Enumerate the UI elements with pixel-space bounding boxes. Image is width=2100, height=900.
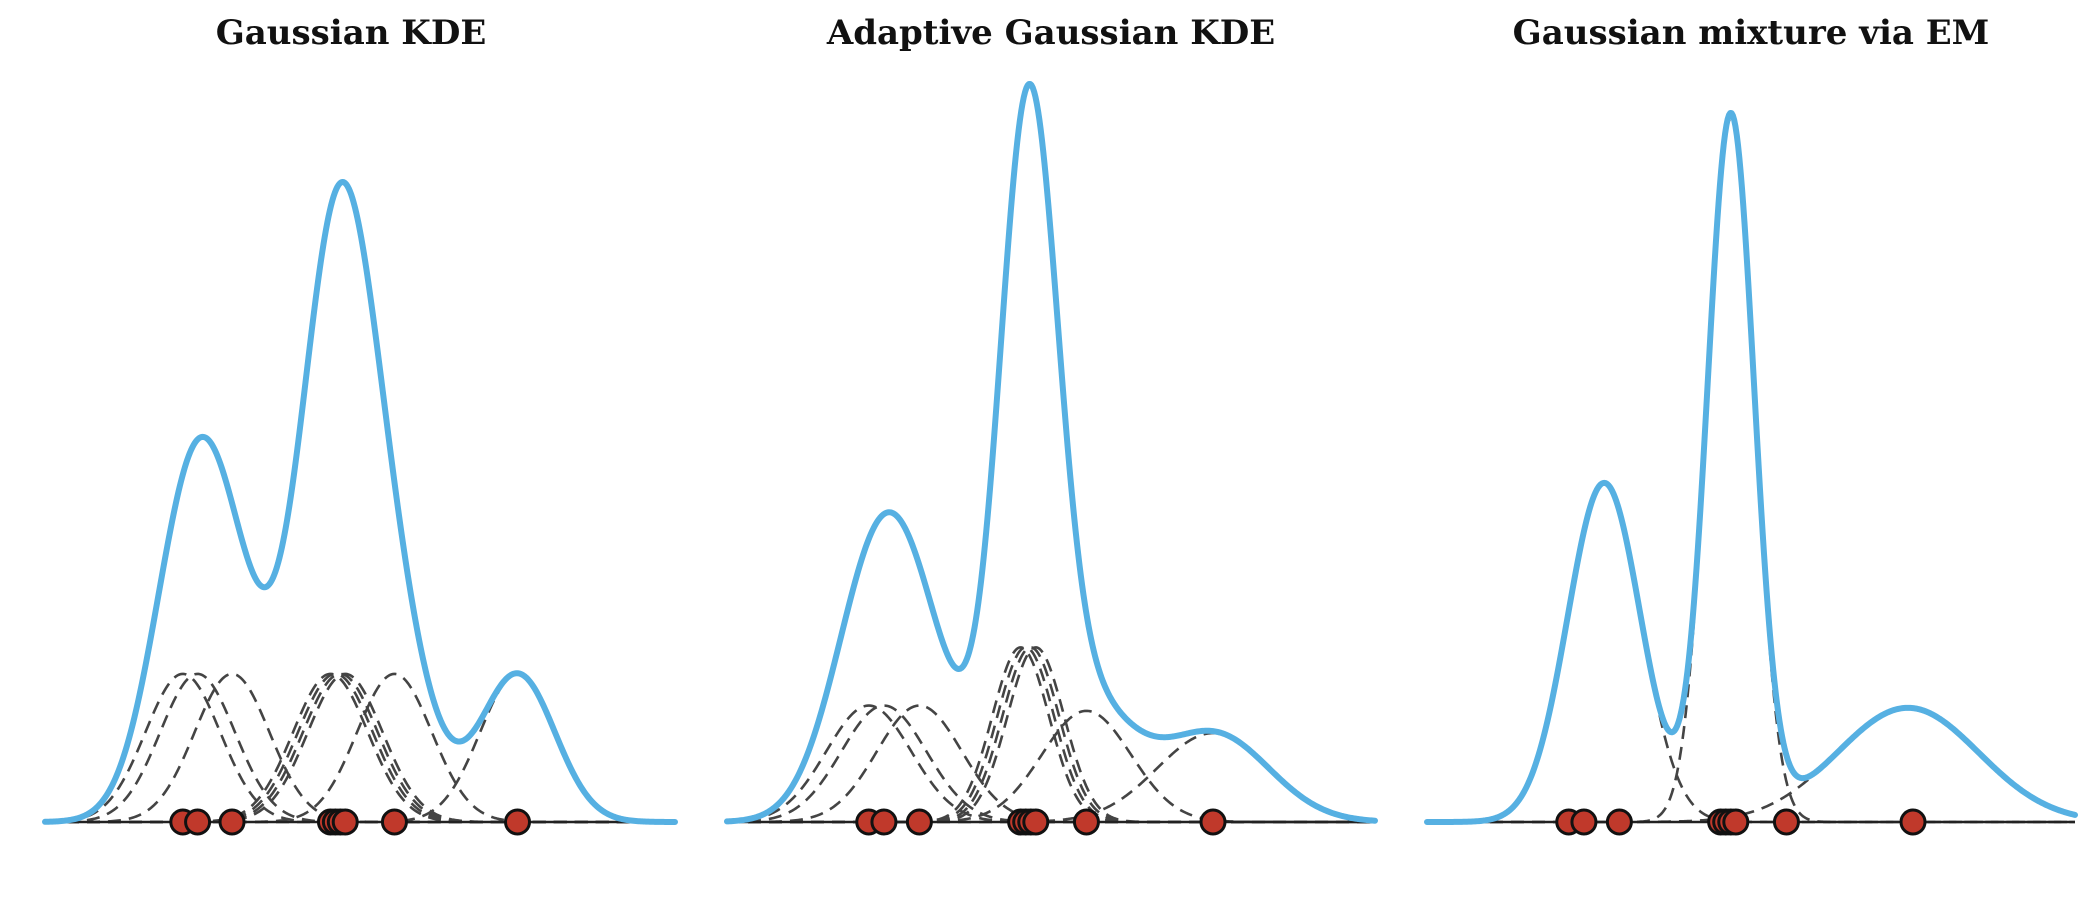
data-point [1072,808,1100,836]
data-point [1199,808,1227,836]
component-curve [44,672,675,824]
panel-gaussian-kde: Gaussian KDE [42,13,678,836]
data-point [331,808,359,836]
component-curve [727,646,1375,824]
adaptive-kde-density-curve [724,81,1378,825]
panel-adaptive-gaussian-kde: Adaptive Gaussian KDE [724,13,1378,836]
component-curve [727,646,1375,824]
data-point [1899,808,1927,836]
gmm-density-curve [1424,110,2078,825]
data-point [1772,808,1800,836]
component-curve [727,646,1375,824]
component-curve [727,646,1375,824]
panel-gaussian-mixture-em: Gaussian mixture via EM [1424,13,2078,836]
adaptive-kde-data-points [855,808,1227,836]
component-curve [1427,117,2075,824]
panel-title-gaussian-kde: Gaussian KDE [216,13,487,53]
data-point [218,808,246,836]
panel-title-gaussian-mixture-em: Gaussian mixture via EM [1513,13,1990,53]
gmm-data-points [1555,808,1927,836]
data-point [504,808,531,836]
kde-data-points [169,808,531,836]
adaptive-kde-components [726,646,1376,824]
component-curve [45,672,675,824]
data-point [380,808,408,836]
data-point [184,808,212,836]
component-curve [45,672,675,824]
data-point [1605,808,1633,836]
kde-density-curve [42,179,678,825]
data-point [1022,808,1050,836]
panel-title-adaptive-gaussian-kde: Adaptive Gaussian KDE [826,13,1275,53]
data-point [1722,808,1750,836]
component-curve [1427,481,2075,824]
component-curve [1427,706,2076,824]
data-point [905,808,933,836]
component-curve [727,709,1375,824]
data-point [1570,808,1598,836]
data-point [870,808,898,836]
gmm-components [1427,117,2076,824]
